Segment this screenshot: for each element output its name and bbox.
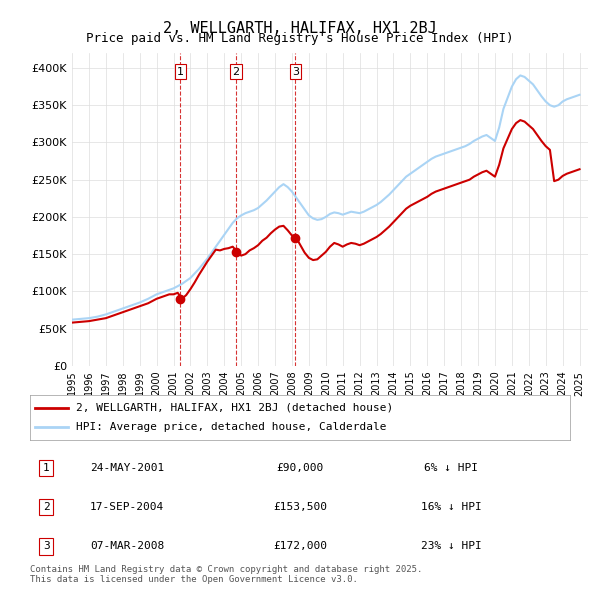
Text: 1: 1 [43,463,50,473]
Text: 6% ↓ HPI: 6% ↓ HPI [424,463,478,473]
Text: 17-SEP-2004: 17-SEP-2004 [90,502,164,512]
Text: 24-MAY-2001: 24-MAY-2001 [90,463,164,473]
Text: 23% ↓ HPI: 23% ↓ HPI [421,542,482,551]
Text: Price paid vs. HM Land Registry's House Price Index (HPI): Price paid vs. HM Land Registry's House … [86,32,514,45]
Text: £172,000: £172,000 [273,542,327,551]
Text: Contains HM Land Registry data © Crown copyright and database right 2025.
This d: Contains HM Land Registry data © Crown c… [30,565,422,584]
Text: HPI: Average price, detached house, Calderdale: HPI: Average price, detached house, Cald… [76,422,386,432]
Text: 1: 1 [177,67,184,77]
Text: 2: 2 [233,67,239,77]
Text: £90,000: £90,000 [277,463,323,473]
Text: 3: 3 [292,67,299,77]
Text: 3: 3 [43,542,50,551]
Text: 2, WELLGARTH, HALIFAX, HX1 2BJ (detached house): 2, WELLGARTH, HALIFAX, HX1 2BJ (detached… [76,403,393,412]
Text: 2: 2 [43,502,50,512]
Text: 07-MAR-2008: 07-MAR-2008 [90,542,164,551]
Text: 2, WELLGARTH, HALIFAX, HX1 2BJ: 2, WELLGARTH, HALIFAX, HX1 2BJ [163,21,437,35]
Text: 16% ↓ HPI: 16% ↓ HPI [421,502,482,512]
Text: £153,500: £153,500 [273,502,327,512]
